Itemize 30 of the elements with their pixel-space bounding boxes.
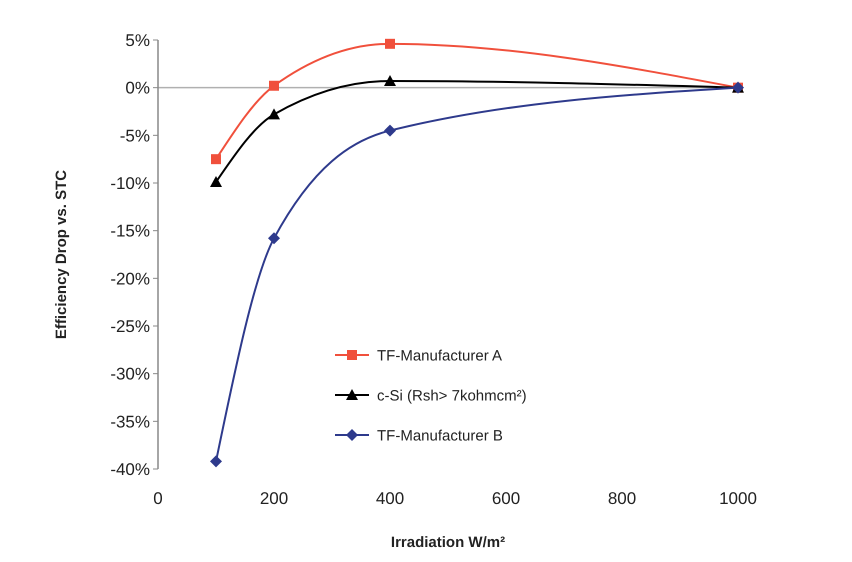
- x-tick-label: 1000: [719, 489, 757, 508]
- point: [384, 124, 396, 137]
- point: [211, 154, 221, 164]
- y-tick-label: -25%: [110, 316, 150, 336]
- y-tick-label: -30%: [110, 364, 150, 384]
- point: [268, 232, 280, 244]
- y-tick-label: -20%: [110, 269, 150, 288]
- y-tick-label: 5%: [125, 30, 150, 50]
- x-axis-title: Irradiation W/m²: [390, 534, 506, 551]
- y-tick-label: -10%: [110, 174, 150, 193]
- legend-label: TF-Manufacturer A: [377, 347, 502, 364]
- y-tick-label: -40%: [110, 460, 150, 479]
- y-tick-label: -5%: [120, 126, 150, 146]
- point: [210, 455, 222, 468]
- y-axis-title: Efficiency Drop vs. STC: [53, 170, 70, 340]
- point: [269, 80, 279, 91]
- legend-label: TF-Manufacturer B: [377, 427, 503, 444]
- point: [210, 176, 222, 188]
- point: [268, 108, 280, 120]
- x-tick-label: 400: [376, 489, 404, 508]
- legend-label: c-Si (Rsh> 7kohmcm²): [377, 387, 527, 404]
- x-tick-label: 200: [260, 489, 288, 508]
- y-tick-label: -35%: [110, 412, 150, 432]
- point: [385, 38, 395, 49]
- point: [384, 74, 396, 86]
- y-tick-label: -15%: [110, 222, 150, 241]
- x-tick-label: 800: [608, 489, 636, 508]
- y-tick-label: 0%: [125, 78, 150, 98]
- x-tick-label: 600: [492, 489, 520, 508]
- x-tick-label: 0: [153, 489, 163, 508]
